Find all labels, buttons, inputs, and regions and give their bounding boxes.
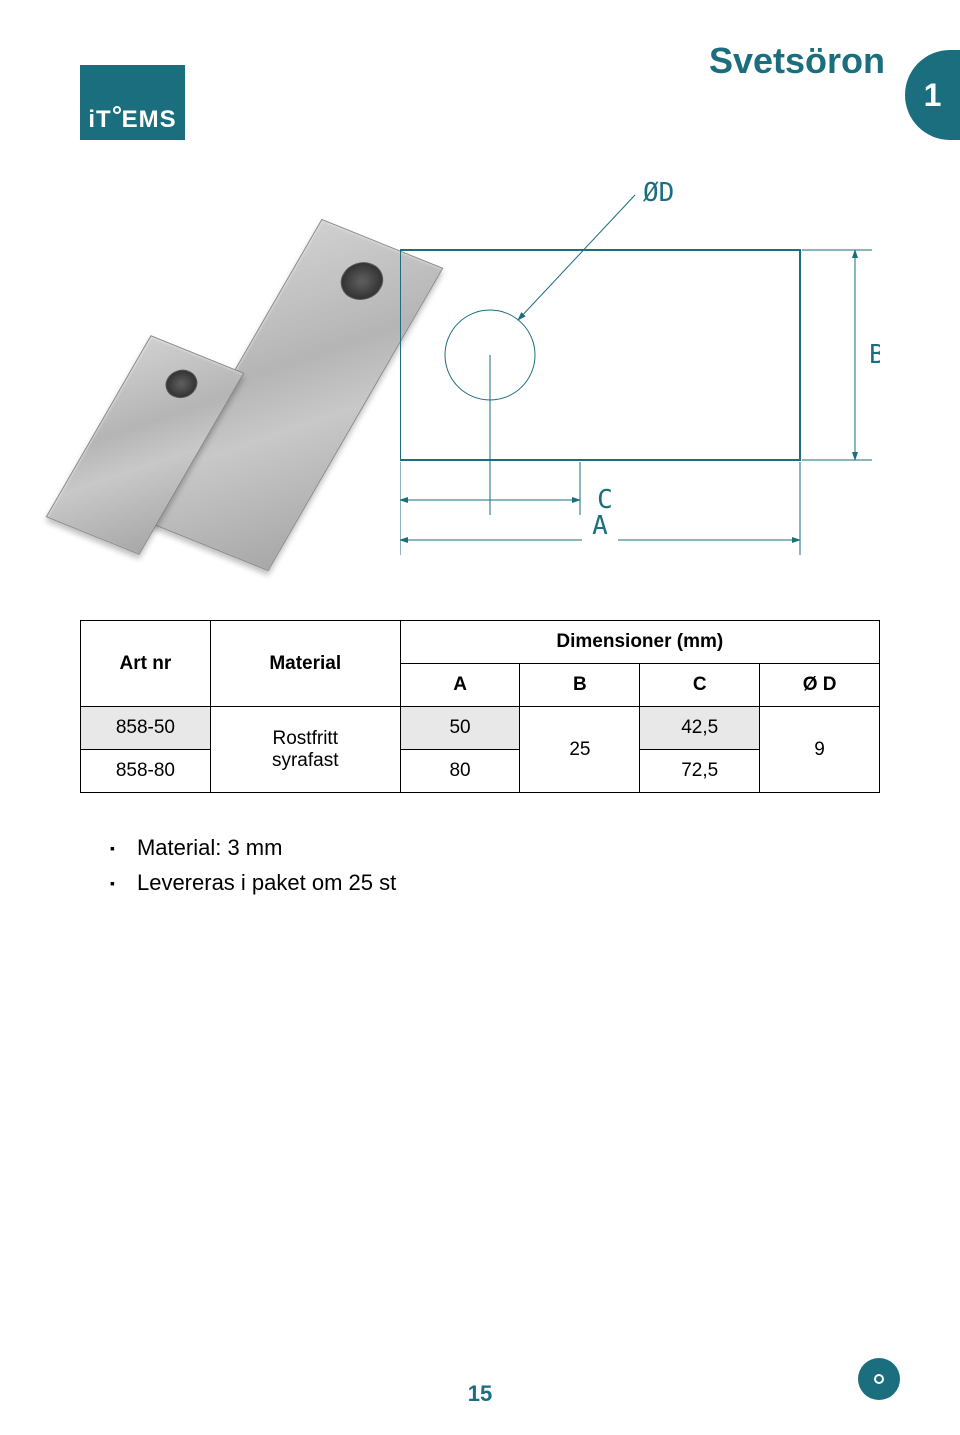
section-badge: 1 <box>905 50 960 140</box>
dimension-diagram: ØD B C A <box>400 180 880 560</box>
th-a: A <box>400 664 520 707</box>
footer-badge-icon <box>858 1358 900 1400</box>
cell-d: 9 <box>760 707 880 793</box>
th-c: C <box>640 664 760 707</box>
material-line2: syrafast <box>272 750 339 771</box>
cell-a: 80 <box>400 750 520 793</box>
logo-text: iTEMS <box>88 106 176 134</box>
page-number: 15 <box>468 1381 492 1407</box>
figure-area: ØD B C A <box>80 180 880 580</box>
cell-art: 858-50 <box>81 707 211 750</box>
material-line1: Rostfritt <box>273 728 338 749</box>
svg-text:A: A <box>592 511 608 541</box>
cell-c: 72,5 <box>640 750 760 793</box>
list-item: Levereras i paket om 25 st <box>110 865 396 900</box>
svg-text:B: B <box>869 340 880 370</box>
notes-list: Material: 3 mm Levereras i paket om 25 s… <box>110 830 396 900</box>
th-d: Ø D <box>760 664 880 707</box>
dimensions-table: Art nr Material Dimensioner (mm) A B C Ø… <box>80 620 880 793</box>
th-art: Art nr <box>81 621 211 707</box>
hole-icon <box>333 256 390 306</box>
cell-a: 50 <box>400 707 520 750</box>
cell-art: 858-80 <box>81 750 211 793</box>
hole-icon <box>160 365 203 402</box>
cell-material: Rostfritt syrafast <box>210 707 400 793</box>
th-dimensions: Dimensioner (mm) <box>400 621 879 664</box>
th-b: B <box>520 664 640 707</box>
page-title: Svetsöron <box>709 40 885 82</box>
logo: iTEMS <box>80 65 185 140</box>
th-material: Material <box>210 621 400 707</box>
svg-text:ØD: ØD <box>643 180 674 208</box>
cell-b: 25 <box>520 707 640 793</box>
list-item: Material: 3 mm <box>110 830 396 865</box>
cell-c: 42,5 <box>640 707 760 750</box>
